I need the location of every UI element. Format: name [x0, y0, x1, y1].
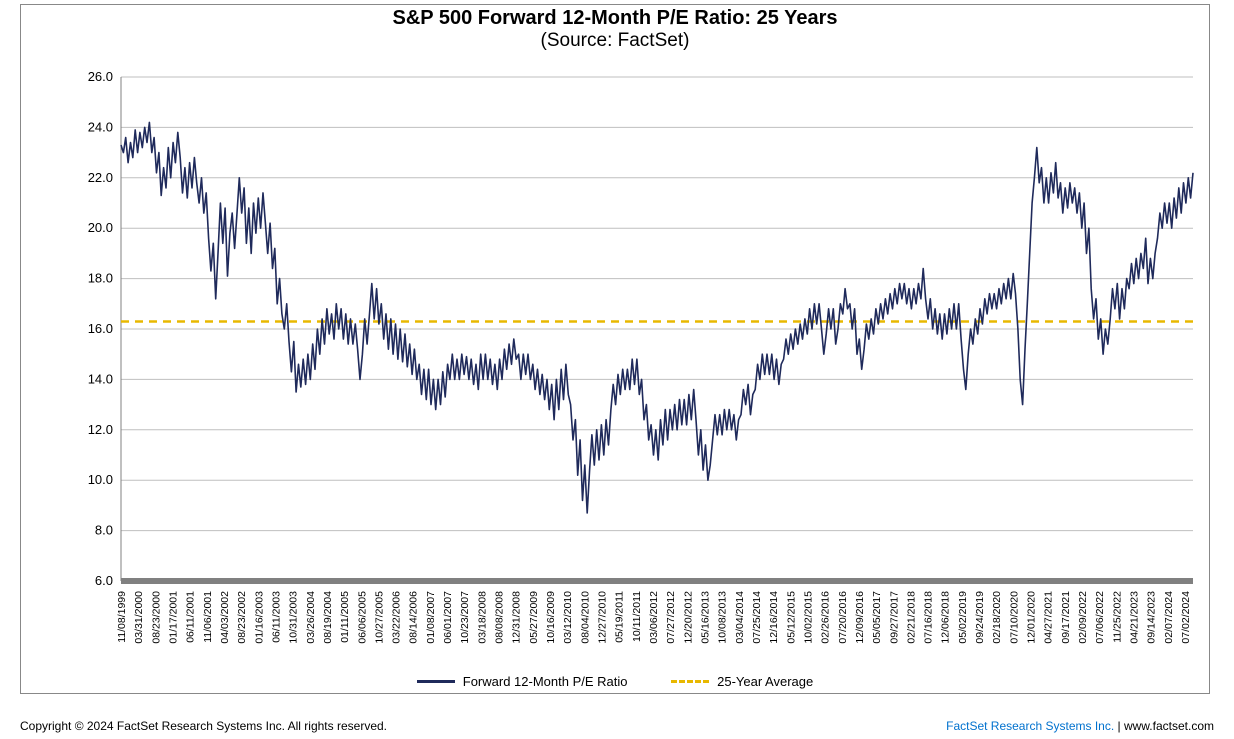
svg-text:05/16/2013: 05/16/2013: [699, 591, 711, 644]
svg-text:04/21/2023: 04/21/2023: [1129, 591, 1141, 644]
svg-text:01/08/2007: 01/08/2007: [425, 591, 437, 644]
svg-text:03/04/2014: 03/04/2014: [734, 591, 746, 644]
svg-text:11/06/2001: 11/06/2001: [202, 591, 214, 643]
svg-text:10/23/2007: 10/23/2007: [459, 591, 471, 644]
svg-text:20.0: 20.0: [88, 220, 113, 235]
footer-link[interactable]: FactSet Research Systems Inc.: [946, 719, 1114, 733]
svg-text:02/26/2016: 02/26/2016: [820, 591, 832, 644]
svg-text:16.0: 16.0: [88, 321, 113, 336]
svg-text:07/25/2014: 07/25/2014: [751, 591, 763, 644]
svg-text:07/06/2022: 07/06/2022: [1094, 591, 1106, 644]
legend-swatch-series: [417, 680, 455, 683]
svg-text:11/08/1999: 11/08/1999: [116, 591, 128, 643]
svg-text:10/27/2005: 10/27/2005: [373, 591, 385, 644]
svg-text:03/22/2006: 03/22/2006: [391, 591, 403, 644]
page: S&P 500 Forward 12-Month P/E Ratio: 25 Y…: [0, 0, 1234, 739]
legend-item-series: Forward 12-Month P/E Ratio: [417, 674, 628, 689]
svg-text:10/11/2011: 10/11/2011: [631, 591, 643, 642]
svg-text:02/09/2022: 02/09/2022: [1077, 591, 1089, 644]
svg-text:07/10/2020: 07/10/2020: [1008, 591, 1020, 644]
svg-text:08/04/2010: 08/04/2010: [579, 591, 591, 644]
svg-text:07/27/2012: 07/27/2012: [665, 591, 677, 644]
svg-text:03/06/2012: 03/06/2012: [648, 591, 660, 644]
svg-text:11/25/2022: 11/25/2022: [1111, 591, 1123, 643]
svg-text:14.0: 14.0: [88, 371, 113, 386]
svg-text:02/21/2018: 02/21/2018: [905, 591, 917, 644]
legend-item-average: 25-Year Average: [671, 674, 813, 689]
page-footer: Copyright © 2024 FactSet Research System…: [20, 719, 1214, 733]
svg-text:01/17/2001: 01/17/2001: [167, 591, 179, 644]
svg-text:06/11/2001: 06/11/2001: [185, 591, 197, 643]
svg-text:06/01/2007: 06/01/2007: [442, 591, 454, 644]
svg-text:04/27/2021: 04/27/2021: [1043, 591, 1055, 644]
svg-text:12/16/2014: 12/16/2014: [768, 591, 780, 644]
svg-text:05/02/2019: 05/02/2019: [957, 591, 969, 644]
svg-text:08/08/2008: 08/08/2008: [494, 591, 506, 644]
svg-text:24.0: 24.0: [88, 119, 113, 134]
svg-text:08/23/2000: 08/23/2000: [150, 591, 162, 644]
chart-container: S&P 500 Forward 12-Month P/E Ratio: 25 Y…: [20, 4, 1210, 694]
svg-text:01/16/2003: 01/16/2003: [253, 591, 265, 644]
svg-text:04/03/2002: 04/03/2002: [219, 591, 231, 644]
svg-text:08/14/2006: 08/14/2006: [408, 591, 420, 644]
svg-text:05/27/2009: 05/27/2009: [528, 591, 540, 644]
svg-text:10/08/2013: 10/08/2013: [717, 591, 729, 644]
svg-text:09/27/2017: 09/27/2017: [888, 591, 900, 644]
svg-text:22.0: 22.0: [88, 170, 113, 185]
svg-text:12/01/2020: 12/01/2020: [1026, 591, 1038, 644]
svg-text:12/31/2008: 12/31/2008: [511, 591, 523, 644]
svg-text:10/31/2003: 10/31/2003: [288, 591, 300, 644]
svg-text:10.0: 10.0: [88, 472, 113, 487]
svg-text:10/02/2015: 10/02/2015: [802, 591, 814, 644]
svg-text:02/18/2020: 02/18/2020: [991, 591, 1003, 644]
svg-text:03/26/2004: 03/26/2004: [305, 591, 317, 644]
chart-legend: Forward 12-Month P/E Ratio 25-Year Avera…: [21, 671, 1209, 689]
svg-text:02/07/2024: 02/07/2024: [1163, 591, 1175, 644]
svg-text:05/19/2011: 05/19/2011: [614, 591, 626, 643]
svg-text:05/05/2017: 05/05/2017: [871, 591, 883, 644]
svg-text:08/19/2004: 08/19/2004: [322, 591, 334, 644]
svg-text:8.0: 8.0: [95, 523, 113, 538]
svg-text:03/12/2010: 03/12/2010: [562, 591, 574, 644]
svg-text:09/24/2019: 09/24/2019: [974, 591, 986, 644]
svg-text:12/20/2012: 12/20/2012: [682, 591, 694, 644]
legend-label-average: 25-Year Average: [717, 674, 813, 689]
svg-text:12/27/2010: 12/27/2010: [597, 591, 609, 644]
footer-copyright: Copyright © 2024 FactSet Research System…: [20, 719, 387, 733]
svg-text:05/12/2015: 05/12/2015: [785, 591, 797, 644]
svg-text:06/11/2003: 06/11/2003: [270, 591, 282, 643]
svg-text:08/23/2002: 08/23/2002: [236, 591, 248, 644]
svg-text:12/09/2016: 12/09/2016: [854, 591, 866, 644]
svg-text:07/02/2024: 07/02/2024: [1180, 591, 1192, 644]
svg-text:03/31/2000: 03/31/2000: [133, 591, 145, 644]
svg-text:12.0: 12.0: [88, 422, 113, 437]
svg-text:10/16/2009: 10/16/2009: [545, 591, 557, 644]
svg-text:01/11/2005: 01/11/2005: [339, 591, 351, 643]
svg-text:03/18/2008: 03/18/2008: [476, 591, 488, 644]
svg-text:26.0: 26.0: [88, 69, 113, 84]
svg-text:09/17/2021: 09/17/2021: [1060, 591, 1072, 644]
legend-swatch-average: [671, 680, 709, 683]
footer-separator: |: [1114, 719, 1124, 733]
svg-text:06/06/2005: 06/06/2005: [356, 591, 368, 644]
footer-links: FactSet Research Systems Inc. | www.fact…: [946, 719, 1214, 733]
legend-label-series: Forward 12-Month P/E Ratio: [463, 674, 628, 689]
svg-text:6.0: 6.0: [95, 573, 113, 588]
svg-text:18.0: 18.0: [88, 271, 113, 286]
svg-text:09/14/2023: 09/14/2023: [1146, 591, 1158, 644]
footer-site: www.factset.com: [1124, 719, 1214, 733]
chart-plot: 6.0 8.0 10.0 12.0 14.0 16.0 18.0 20.0 22.0 24.0 26…: [21, 5, 1209, 693]
svg-text:07/20/2016: 07/20/2016: [837, 591, 849, 644]
svg-text:12/06/2018: 12/06/2018: [940, 591, 952, 644]
svg-text:07/16/2018: 07/16/2018: [923, 591, 935, 644]
